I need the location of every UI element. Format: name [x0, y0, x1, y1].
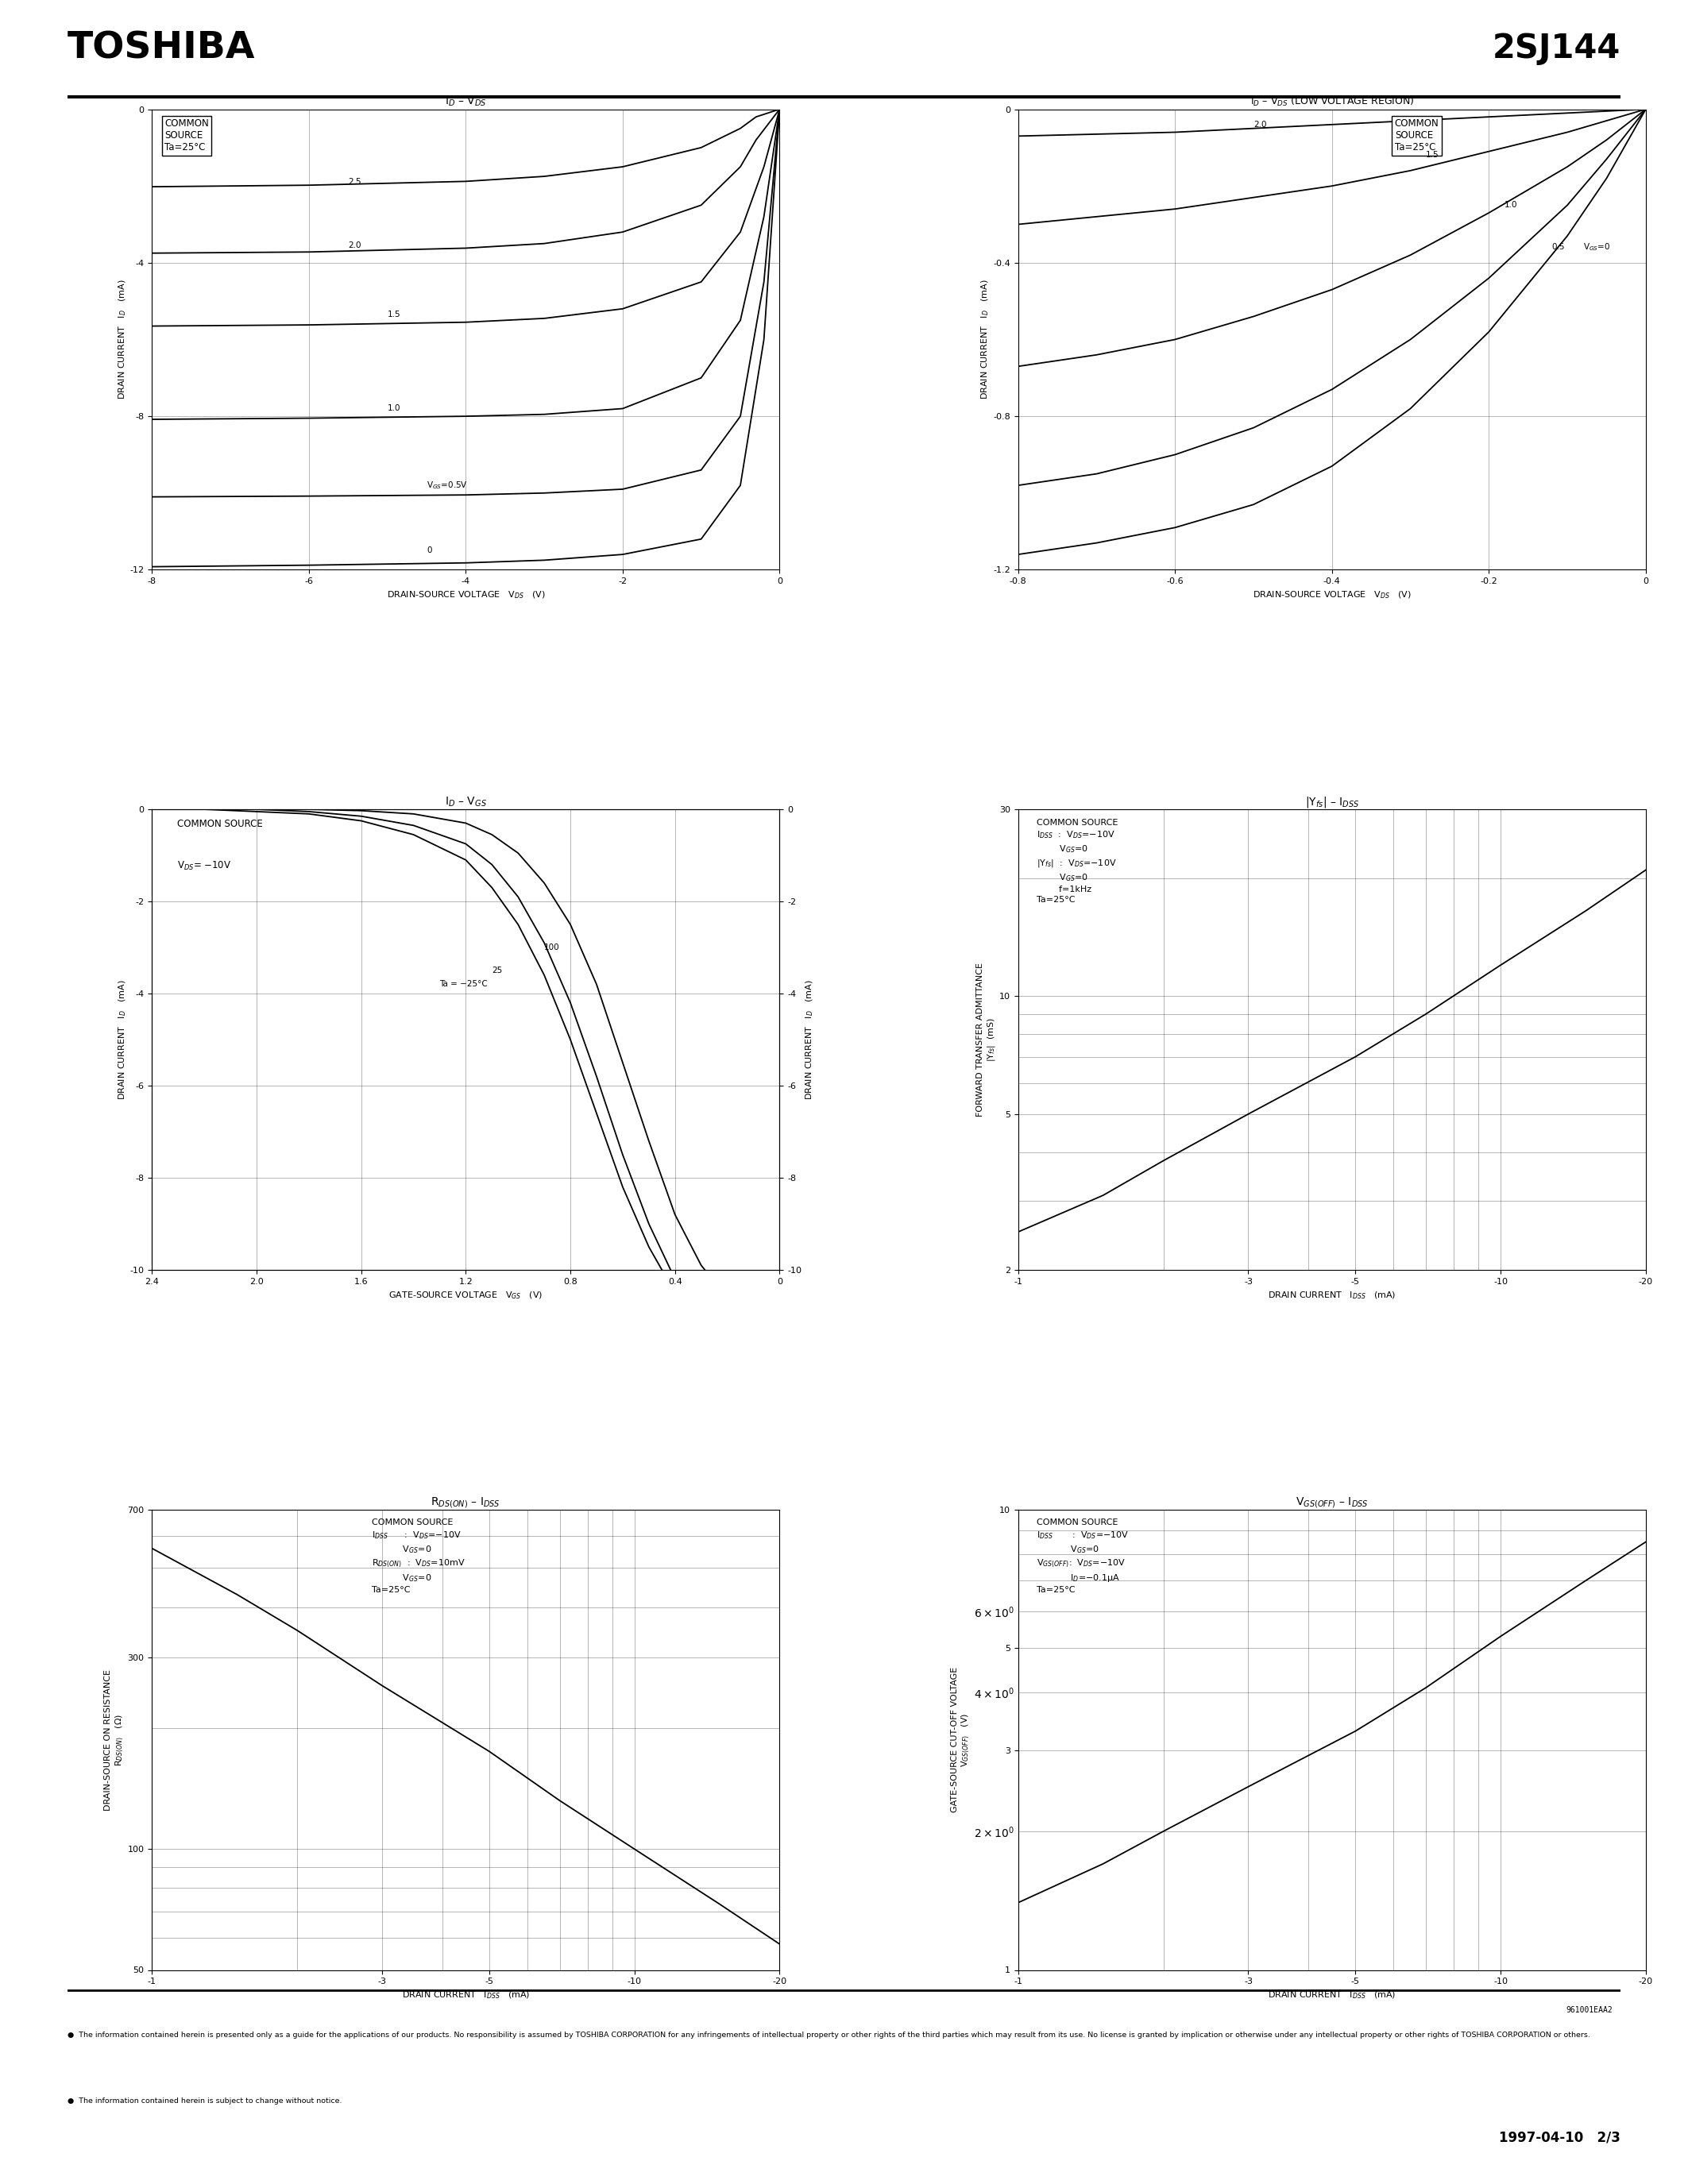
Text: 100: 100 [544, 943, 560, 952]
Text: 1.5: 1.5 [1426, 151, 1440, 159]
Text: COMMON SOURCE
I$_{DSS}$      :  V$_{DS}$=−10V
           V$_{GS}$=0
R$_{DS(ON)}$: COMMON SOURCE I$_{DSS}$ : V$_{DS}$=−10V … [371, 1518, 466, 1594]
Y-axis label: DRAIN CURRENT   I$_{D}$   (mA): DRAIN CURRENT I$_{D}$ (mA) [116, 978, 128, 1101]
Title: I$_{D}$ – V$_{DS}$ (LOW VOLTAGE REGION): I$_{D}$ – V$_{DS}$ (LOW VOLTAGE REGION) [1249, 96, 1415, 107]
Text: 2.0: 2.0 [1254, 120, 1266, 129]
Text: Ta = −25°C: Ta = −25°C [439, 981, 488, 989]
Text: 1997-04-10   2/3: 1997-04-10 2/3 [1499, 2129, 1620, 2145]
Text: 0: 0 [427, 546, 432, 555]
Text: 2.0: 2.0 [348, 242, 361, 249]
Title: R$_{DS(ON)}$ – I$_{DSS}$: R$_{DS(ON)}$ – I$_{DSS}$ [430, 1496, 501, 1509]
Y-axis label: DRAIN CURRENT   I$_{D}$   (mA): DRAIN CURRENT I$_{D}$ (mA) [981, 280, 991, 400]
Text: COMMON SOURCE
I$_{DSS}$  :  V$_{DS}$=−10V
        V$_{GS}$=0
|Y$_{fs}$|  :  V$_{: COMMON SOURCE I$_{DSS}$ : V$_{DS}$=−10V … [1036, 819, 1117, 904]
Y-axis label: GATE-SOURCE CUT-OFF VOLTAGE
V$_{GS(OFF)}$   (V): GATE-SOURCE CUT-OFF VOLTAGE V$_{GS(OFF)}… [950, 1666, 972, 1813]
Text: ●  The information contained herein is subject to change without notice.: ● The information contained herein is su… [68, 2097, 343, 2105]
X-axis label: DRAIN-SOURCE VOLTAGE   V$_{DS}$   (V): DRAIN-SOURCE VOLTAGE V$_{DS}$ (V) [387, 590, 545, 601]
Text: V$_{DS}$= −10V: V$_{DS}$= −10V [177, 860, 231, 871]
X-axis label: DRAIN CURRENT   I$_{DSS}$   (mA): DRAIN CURRENT I$_{DSS}$ (mA) [1268, 1291, 1396, 1302]
Text: 2SJ144: 2SJ144 [1492, 33, 1620, 66]
Text: TOSHIBA: TOSHIBA [68, 31, 255, 66]
X-axis label: GATE-SOURCE VOLTAGE   V$_{GS}$   (V): GATE-SOURCE VOLTAGE V$_{GS}$ (V) [388, 1291, 544, 1302]
Text: V$_{GS}$=0: V$_{GS}$=0 [1583, 242, 1610, 253]
Text: COMMON
SOURCE
Ta=25°C: COMMON SOURCE Ta=25°C [1394, 118, 1438, 153]
Text: COMMON SOURCE: COMMON SOURCE [177, 819, 263, 828]
Text: COMMON SOURCE
I$_{DSS}$       :  V$_{DS}$=−10V
            V$_{GS}$=0
V$_{GS(OFF: COMMON SOURCE I$_{DSS}$ : V$_{DS}$=−10V … [1036, 1518, 1129, 1594]
Text: 961001EAA2: 961001EAA2 [1566, 2007, 1612, 2014]
Text: 1.0: 1.0 [1504, 201, 1518, 210]
Text: ●  The information contained herein is presented only as a guide for the applica: ● The information contained herein is pr… [68, 2031, 1590, 2038]
X-axis label: DRAIN CURRENT   I$_{DSS}$   (mA): DRAIN CURRENT I$_{DSS}$ (mA) [402, 1990, 530, 2001]
Text: 25: 25 [491, 968, 503, 974]
Y-axis label: FORWARD TRANSFER ADMITTANCE
|Y$_{fs}$|  (mS): FORWARD TRANSFER ADMITTANCE |Y$_{fs}$| (… [976, 963, 998, 1116]
Text: COMMON
SOURCE
Ta=25°C: COMMON SOURCE Ta=25°C [164, 118, 209, 153]
Y-axis label: DRAIN-SOURCE ON RESISTANCE
R$_{DS(ON)}$   (Ω): DRAIN-SOURCE ON RESISTANCE R$_{DS(ON)}$ … [105, 1669, 125, 1811]
Y-axis label: DRAIN CURRENT   I$_{D}$   (mA): DRAIN CURRENT I$_{D}$ (mA) [116, 280, 128, 400]
Title: V$_{GS(OFF)}$ – I$_{DSS}$: V$_{GS(OFF)}$ – I$_{DSS}$ [1296, 1496, 1369, 1509]
X-axis label: DRAIN-SOURCE VOLTAGE   V$_{DS}$   (V): DRAIN-SOURCE VOLTAGE V$_{DS}$ (V) [1252, 590, 1411, 601]
Title: I$_{D}$ – V$_{GS}$: I$_{D}$ – V$_{GS}$ [444, 795, 486, 808]
Text: 2.5: 2.5 [348, 179, 361, 186]
Text: 1.5: 1.5 [387, 310, 400, 319]
Text: 0.5: 0.5 [1551, 242, 1565, 251]
Y-axis label: DRAIN CURRENT   I$_{D}$   (mA): DRAIN CURRENT I$_{D}$ (mA) [803, 978, 815, 1101]
Title: |Y$_{fs}$| – I$_{DSS}$: |Y$_{fs}$| – I$_{DSS}$ [1305, 795, 1359, 810]
Text: 1.0: 1.0 [387, 404, 400, 413]
Text: V$_{GS}$=0.5V: V$_{GS}$=0.5V [427, 480, 468, 491]
X-axis label: DRAIN CURRENT   I$_{DSS}$   (mA): DRAIN CURRENT I$_{DSS}$ (mA) [1268, 1990, 1396, 2001]
Title: I$_{D}$ – V$_{DS}$: I$_{D}$ – V$_{DS}$ [444, 96, 486, 109]
